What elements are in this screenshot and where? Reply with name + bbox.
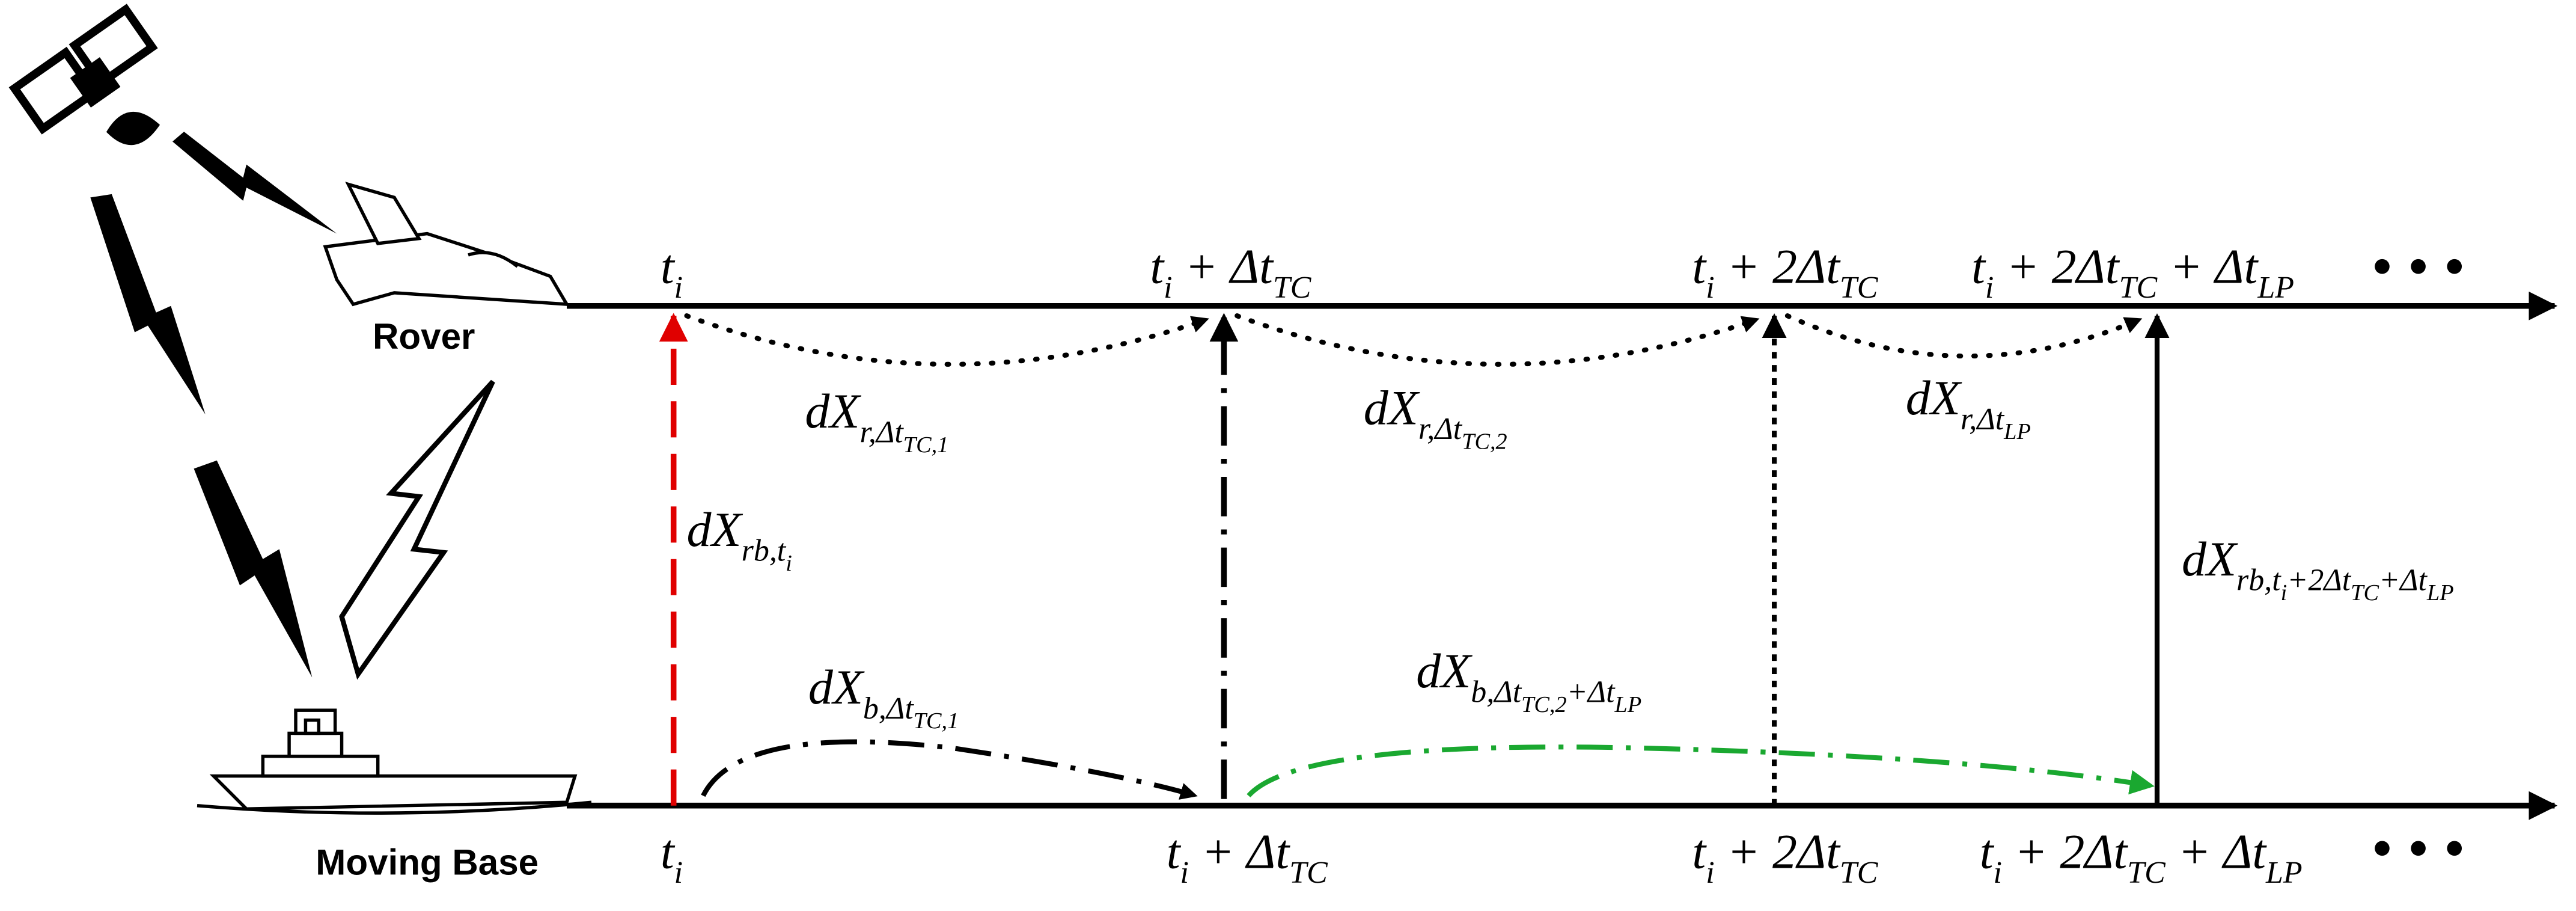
epoch-label: ti + ΔtTC — [1167, 824, 1328, 891]
label-part: dX — [805, 384, 861, 438]
label-part: t — [1167, 824, 1182, 879]
label-part: +Δt — [1567, 675, 1616, 710]
label-part: + Δt — [2165, 824, 2267, 879]
epoch-label: ti + 2ΔtTC — [1692, 824, 1878, 891]
increment-label: dXr,ΔtTC,2 — [1364, 381, 1507, 455]
increment-label: dXb,ΔtTC,1 — [808, 660, 959, 734]
epoch-label: ti + 2ΔtTC — [1692, 239, 1878, 305]
label-part: TC — [2351, 580, 2379, 606]
label-part: b,Δt — [863, 692, 914, 726]
label-part: + Δt — [1173, 239, 1274, 293]
increment-label: dXb,ΔtTC,2+ΔtLP — [1416, 643, 1641, 717]
label-part: t — [661, 824, 676, 879]
increment-label: dXrb,ti — [687, 502, 792, 576]
epoch-label: ti + 2ΔtTC + ΔtLP — [1971, 239, 2294, 305]
label-part: LP — [2426, 580, 2454, 606]
label-part: TC — [1289, 856, 1328, 890]
label-part: r,Δt — [1961, 402, 2005, 437]
label-part: dX — [1906, 370, 1962, 425]
label-part: +2Δt — [2287, 563, 2351, 598]
epoch-label: ti + 2ΔtTC + ΔtLP — [1980, 824, 2303, 891]
link-bolt — [339, 379, 495, 680]
label-part: TC — [2127, 856, 2166, 890]
label-part: TC,2 — [1521, 692, 1566, 717]
increment-label: dXr,ΔtLP — [1906, 370, 2031, 444]
label-part: t — [661, 239, 676, 293]
satellite-icon — [8, 4, 160, 146]
label-part: TC — [1840, 271, 1879, 305]
base-ship — [197, 708, 592, 815]
label-part: + Δt — [2157, 239, 2259, 293]
ellipsis — [2375, 259, 2462, 856]
epoch-label: ti — [661, 824, 683, 891]
epoch-label: ti — [661, 239, 683, 305]
rover-label: Rover — [373, 316, 475, 357]
label-part: + 2Δt — [2002, 824, 2128, 879]
label-part: t — [1692, 239, 1707, 293]
label-part: i — [786, 551, 792, 576]
label-part: r,Δt — [859, 416, 904, 450]
rover-increment — [1784, 313, 2143, 359]
label-part: i — [1994, 856, 2002, 890]
rover-aircraft — [323, 182, 570, 307]
signal-bolts — [90, 132, 337, 678]
label-part: i — [674, 856, 683, 890]
label-part: + 2Δt — [1715, 239, 1841, 293]
base-label: Moving Base — [316, 842, 539, 883]
label-part: i — [1180, 856, 1189, 890]
label-part: + 2Δt — [1715, 824, 1841, 879]
label-part: i — [1706, 856, 1714, 890]
label-part: i — [674, 271, 683, 305]
rover-increment — [1235, 313, 1760, 367]
label-part: dX — [2182, 532, 2238, 586]
label-part: TC,1 — [914, 708, 959, 734]
label-part: t — [1980, 824, 1995, 879]
base-increment — [701, 739, 1198, 800]
label-part: i — [1706, 271, 1714, 305]
label-part: LP — [2003, 419, 2031, 444]
label-part: dX — [1416, 643, 1473, 698]
label-part: rb,t — [2236, 563, 2281, 598]
label-part: TC — [1840, 856, 1879, 890]
label-part: r,Δt — [1418, 412, 1463, 446]
label-part: i — [1164, 271, 1172, 305]
label-part: TC — [2119, 271, 2158, 305]
label-part: dX — [808, 660, 865, 714]
label-part: t — [1692, 824, 1707, 879]
label-part: + Δt — [1189, 824, 1290, 879]
base-increment — [1247, 744, 2155, 798]
label-part: i — [1985, 271, 1994, 305]
increment-label: dXrb,ti+2ΔtTC+ΔtLP — [2182, 532, 2454, 606]
label-part: TC,1 — [903, 432, 948, 458]
label-part: TC — [1273, 271, 1312, 305]
label-part: i — [2281, 580, 2288, 606]
label-part: t — [1150, 239, 1165, 293]
label-part: b,Δt — [1471, 675, 1522, 710]
label-part: LP — [2265, 856, 2303, 890]
label-part: +Δt — [2379, 563, 2428, 598]
label-part: t — [1971, 239, 1986, 293]
rover-increment — [684, 313, 1210, 367]
label-part: dX — [687, 502, 743, 557]
increment-label: dXr,ΔtTC,1 — [805, 384, 948, 458]
label-part: rb,t — [742, 533, 787, 568]
label-part: LP — [2257, 271, 2294, 305]
label-part: LP — [1614, 692, 1642, 717]
label-part: + 2Δt — [1994, 239, 2120, 293]
label-part: dX — [1364, 381, 1420, 435]
label-part: TC,2 — [1462, 429, 1507, 455]
epoch-label: ti + ΔtTC — [1150, 239, 1311, 305]
